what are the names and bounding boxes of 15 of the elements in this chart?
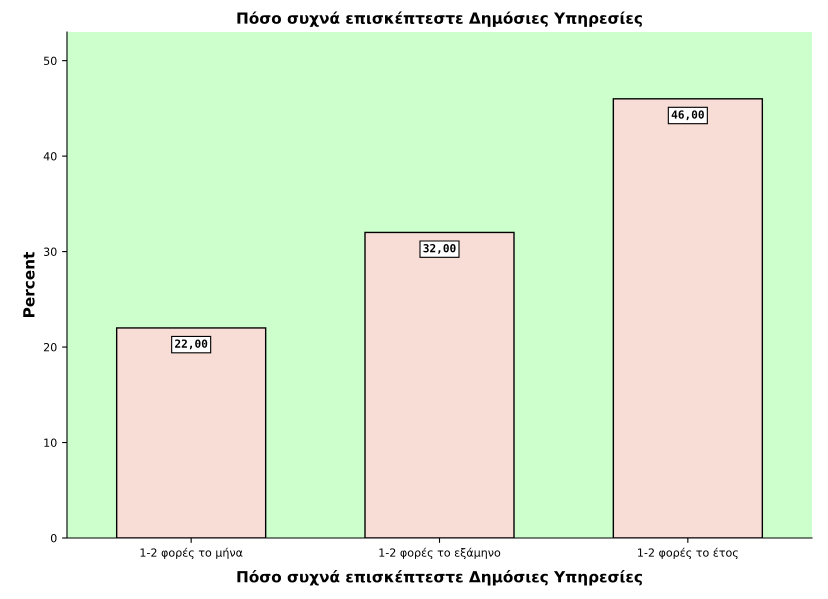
y-tick-label: 10 — [44, 438, 57, 447]
chart-title: Πόσο συχνά επισκέπτεστε Δημόσιες Υπηρεσίες — [237, 11, 642, 27]
x-tick-label: 1-2 φορές το έτος — [638, 548, 738, 559]
y-tick-label: 30 — [44, 248, 57, 256]
x-axis-title: Πόσο συχνά επισκέπτεστε Δημόσιες Υπηρεσίες — [237, 570, 642, 586]
data-label: 32,00 — [423, 244, 456, 254]
x-tick-label: 1-2 φορές το εξάμηνο — [379, 548, 500, 559]
y-axis-title: Percent — [23, 252, 35, 317]
x-tick-label: 1-2 φορές το μήνα — [140, 548, 242, 559]
data-label: 22,00 — [175, 339, 208, 350]
y-tick-label: 40 — [44, 152, 57, 160]
y-tick-label: 20 — [44, 343, 57, 352]
y-tick-label: 0 — [50, 534, 57, 542]
y-tick-label: 50 — [44, 56, 57, 66]
data-label: 46,00 — [672, 110, 704, 120]
